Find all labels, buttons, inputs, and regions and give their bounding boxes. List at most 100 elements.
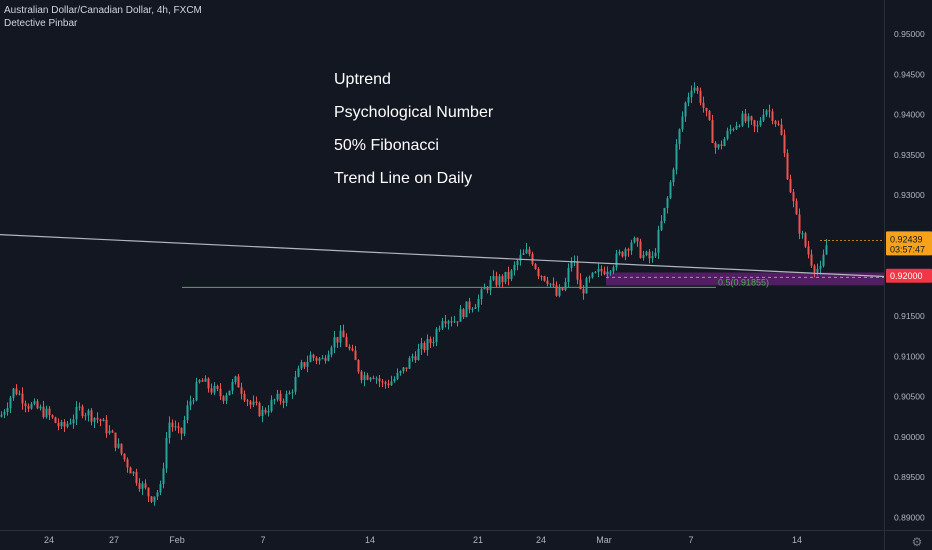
candle [135,468,138,486]
candle-body [639,241,642,258]
candle [213,382,216,396]
candle-body [30,403,33,409]
candle [297,365,300,378]
candle [273,398,276,405]
candle [618,249,621,256]
candle [510,268,513,282]
symbol-title: Australian Dollar/Canadian Dollar, 4h, F… [4,5,202,16]
candle-body [147,487,150,497]
candle-body [585,278,588,294]
candle-body [126,459,129,468]
candle-body [546,280,549,285]
y-tick-label: 0.90500 [894,392,925,402]
candle [615,250,618,271]
candle [318,357,321,365]
candle [438,325,441,332]
candle-body [240,387,243,394]
candle [132,471,135,477]
candle-body [141,483,144,489]
y-tick-label: 0.91000 [894,351,925,361]
candle [654,247,657,258]
y-tick-label: 0.93500 [894,150,925,160]
candle [540,275,543,281]
candle-body [720,144,723,146]
candle [552,277,555,289]
candle-body [186,405,189,421]
candle-body [666,198,669,208]
candle [351,344,354,352]
candle-body [399,371,402,373]
candle [357,359,360,374]
candle [333,330,336,354]
candle [681,111,684,132]
candle [21,387,24,410]
candle-body [633,237,636,243]
x-tick-label: Mar [596,535,612,545]
candle [579,273,582,290]
candle-body [351,348,354,351]
candle [753,119,756,133]
candle [435,327,438,347]
candle-body [468,301,471,310]
candle-body [813,265,816,272]
candle [111,429,114,433]
candle [165,432,168,473]
candle [489,276,492,296]
candle [759,117,762,127]
settings-gear-icon[interactable]: ⚙ [911,535,923,549]
candle-body [615,253,618,268]
candle-body [630,242,633,251]
candle [27,403,30,413]
candle [744,108,747,124]
candle-body [528,249,531,254]
candle [90,408,93,426]
candle-body [267,411,270,413]
candle [210,383,213,395]
candle [159,480,162,496]
candle [18,390,21,396]
candle-body [762,114,765,121]
candle-body [744,113,747,122]
candle-body [534,264,537,269]
candle-body [678,129,681,145]
y-tick-label: 0.89000 [894,512,925,522]
candle-body [693,87,696,91]
candle-body [3,411,6,415]
candle [57,418,60,431]
candle [237,373,240,388]
candle-body [183,420,186,434]
candle-body [54,417,57,423]
candle [507,266,510,286]
candle-body [246,400,249,402]
candle-body [756,125,759,127]
candle-body [252,401,255,405]
candle-body [549,283,552,285]
candle-body [738,125,741,127]
candle-body [84,415,87,417]
candle-body [210,388,213,393]
candle-body [582,289,585,294]
candle-body [417,348,420,361]
candle-body [747,116,750,122]
candle [195,377,198,402]
level-tag: 0.92000 [886,268,932,283]
candle-body [510,270,513,279]
candle-body [366,375,369,380]
level-bg [886,268,932,283]
candle [465,301,468,318]
candle-body [429,338,432,343]
candle [726,127,729,141]
candle-body [444,321,447,324]
candle [537,267,540,280]
candle-body [357,359,360,372]
candle-body [771,111,774,121]
candle [372,375,375,380]
candle [375,376,378,384]
candle-body [732,129,735,131]
candle [639,238,642,259]
candle [54,416,57,424]
